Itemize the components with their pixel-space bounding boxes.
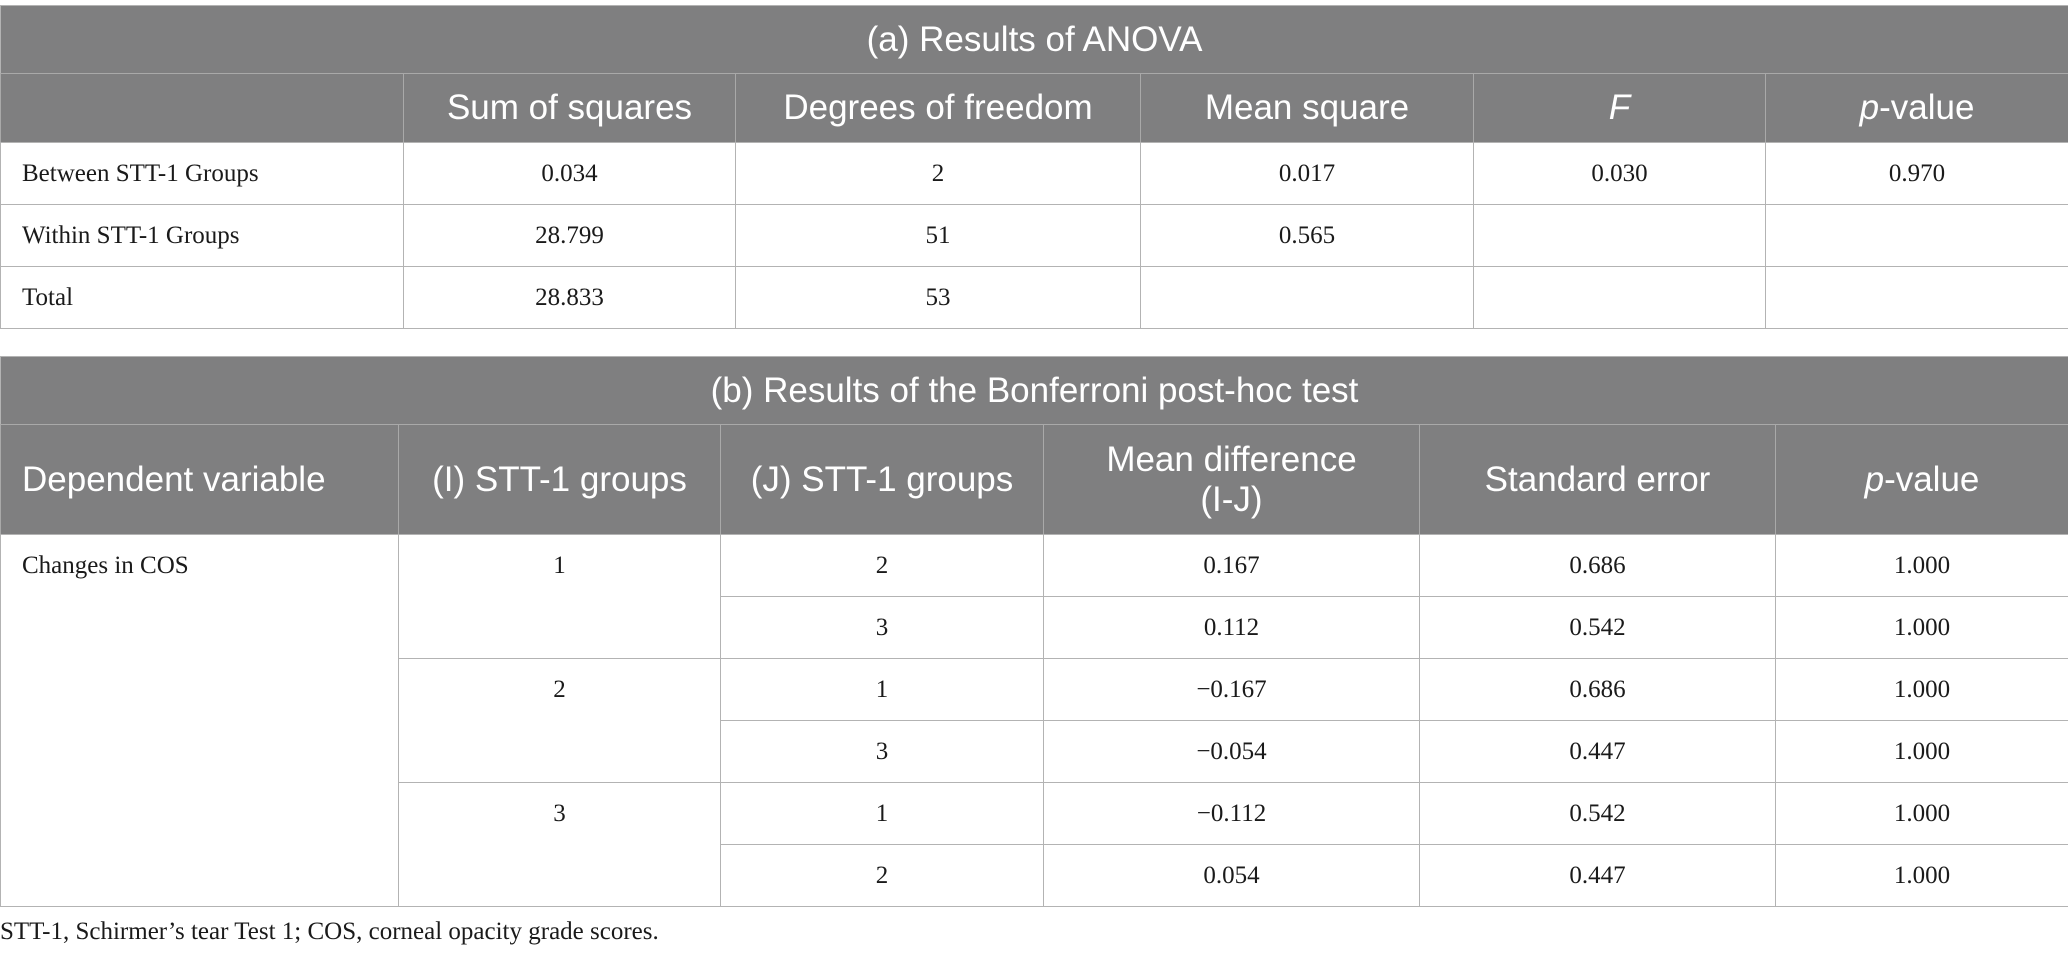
df-cell: 51 bbox=[735, 204, 1141, 267]
p-italic: p bbox=[1864, 459, 1885, 499]
table-row: Between STT-1 Groups 0.034 2 0.017 0.030… bbox=[0, 142, 2068, 205]
mean-difference-cell: 0.054 bbox=[1043, 844, 1420, 907]
p-value-cell: 1.000 bbox=[1775, 720, 2068, 783]
anova-title-row: (a) Results of ANOVA bbox=[0, 5, 2068, 74]
bonferroni-title: (b) Results of the Bonferroni post-hoc t… bbox=[0, 356, 2068, 425]
bonferroni-title-row: (b) Results of the Bonferroni post-hoc t… bbox=[0, 356, 2068, 425]
standard-error-cell: 0.447 bbox=[1419, 844, 1776, 907]
standard-error-cell: 0.686 bbox=[1419, 534, 1776, 597]
row-label: Total bbox=[0, 266, 404, 329]
p-value-cell: 1.000 bbox=[1775, 596, 2068, 659]
table-row: 2 0.054 0.447 1.000 bbox=[1, 844, 2068, 907]
table-footnote: STT-1, Schirmer’s tear Test 1; COS, corn… bbox=[0, 918, 659, 945]
anova-header-p-value: p-value bbox=[1764, 73, 2068, 143]
table-row: 3 0.112 0.542 1.000 bbox=[1, 596, 2068, 659]
table-row: Changes in COS 1 2 0.167 0.686 1.000 bbox=[0, 534, 2068, 907]
header-p-value: p-value bbox=[1775, 424, 2068, 535]
p-value-cell: 1.000 bbox=[1775, 534, 2068, 597]
table-row: 3 1 −0.112 0.542 1.000 bbox=[1, 782, 2068, 907]
standard-error-cell: 0.686 bbox=[1419, 658, 1776, 721]
p-suffix: -value bbox=[1879, 88, 1975, 127]
p-italic: p bbox=[1859, 88, 1880, 127]
df-cell: 2 bbox=[735, 142, 1141, 205]
table-row: Total 28.833 53 bbox=[0, 266, 2068, 329]
j-group-cell: 3 bbox=[720, 596, 1044, 659]
j-group-cell: 2 bbox=[720, 844, 1044, 907]
j-group-cell: 1 bbox=[720, 782, 1044, 845]
p-value-cell: 1.000 bbox=[1775, 782, 2068, 845]
anova-header-row: Sum of squares Degrees of freedom Mean s… bbox=[0, 73, 2068, 143]
p-value-cell: 0.970 bbox=[1764, 142, 2068, 205]
table-row: 2 1 −0.167 0.686 1.000 bbox=[1, 658, 2068, 783]
standard-error-cell: 0.447 bbox=[1419, 720, 1776, 783]
dependent-variable-cell: Changes in COS bbox=[0, 534, 399, 907]
anova-header-mean-square: Mean square bbox=[1140, 73, 1474, 143]
header-mean-difference: Mean difference (I-J) bbox=[1043, 424, 1420, 535]
anova-header-df: Degrees of freedom bbox=[735, 73, 1141, 143]
mean-difference-cell: −0.112 bbox=[1043, 782, 1420, 845]
header-i-groups: (I) STT-1 groups bbox=[398, 424, 721, 535]
bonferroni-table: (b) Results of the Bonferroni post-hoc t… bbox=[0, 356, 2068, 907]
row-label: Between STT-1 Groups bbox=[0, 142, 404, 205]
p-value-cell: 1.000 bbox=[1775, 658, 2068, 721]
header-dependent-variable: Dependent variable bbox=[0, 424, 399, 535]
f-cell bbox=[1473, 204, 1766, 267]
mean-difference-cell: 0.112 bbox=[1043, 596, 1420, 659]
i-group-cell: 1 bbox=[398, 534, 721, 659]
j-group-cell: 2 bbox=[720, 534, 1044, 597]
anova-header-sum-of-squares: Sum of squares bbox=[403, 73, 736, 143]
standard-error-cell: 0.542 bbox=[1419, 782, 1776, 845]
mean-difference-cell: −0.054 bbox=[1043, 720, 1420, 783]
row-label: Within STT-1 Groups bbox=[0, 204, 404, 267]
anova-header-blank bbox=[0, 73, 404, 143]
i-group-cell: 2 bbox=[398, 658, 721, 783]
header-standard-error: Standard error bbox=[1419, 424, 1776, 535]
mean-diff-line2: (I-J) bbox=[1200, 479, 1263, 519]
table-row: Within STT-1 Groups 28.799 51 0.565 bbox=[0, 204, 2068, 267]
standard-error-cell: 0.542 bbox=[1419, 596, 1776, 659]
f-cell bbox=[1473, 266, 1766, 329]
header-j-groups: (J) STT-1 groups bbox=[720, 424, 1044, 535]
df-cell: 53 bbox=[735, 266, 1141, 329]
bonferroni-header-row: Dependent variable (I) STT-1 groups (J) … bbox=[0, 424, 2068, 535]
j-group-cell: 1 bbox=[720, 658, 1044, 721]
j-group-cell: 3 bbox=[720, 720, 1044, 783]
p-value-cell bbox=[1764, 266, 2068, 329]
mean-square-cell: 0.565 bbox=[1140, 204, 1474, 267]
mean-difference-cell: 0.167 bbox=[1043, 534, 1420, 597]
mean-square-cell: 0.017 bbox=[1140, 142, 1474, 205]
f-cell: 0.030 bbox=[1473, 142, 1766, 205]
p-suffix: -value bbox=[1884, 459, 1980, 499]
mean-diff-line1: Mean difference bbox=[1106, 439, 1357, 479]
mean-difference-cell: −0.167 bbox=[1043, 658, 1420, 721]
p-value-cell: 1.000 bbox=[1775, 844, 2068, 907]
p-value-cell bbox=[1764, 204, 2068, 267]
sum-of-squares-cell: 28.799 bbox=[403, 204, 736, 267]
sum-of-squares-cell: 0.034 bbox=[403, 142, 736, 205]
anova-table: (a) Results of ANOVA Sum of squares Degr… bbox=[0, 5, 2068, 329]
i-group-cell: 3 bbox=[398, 782, 721, 907]
anova-header-f: F bbox=[1473, 73, 1766, 143]
mean-square-cell bbox=[1140, 266, 1474, 329]
sum-of-squares-cell: 28.833 bbox=[403, 266, 736, 329]
anova-title: (a) Results of ANOVA bbox=[0, 5, 2068, 74]
